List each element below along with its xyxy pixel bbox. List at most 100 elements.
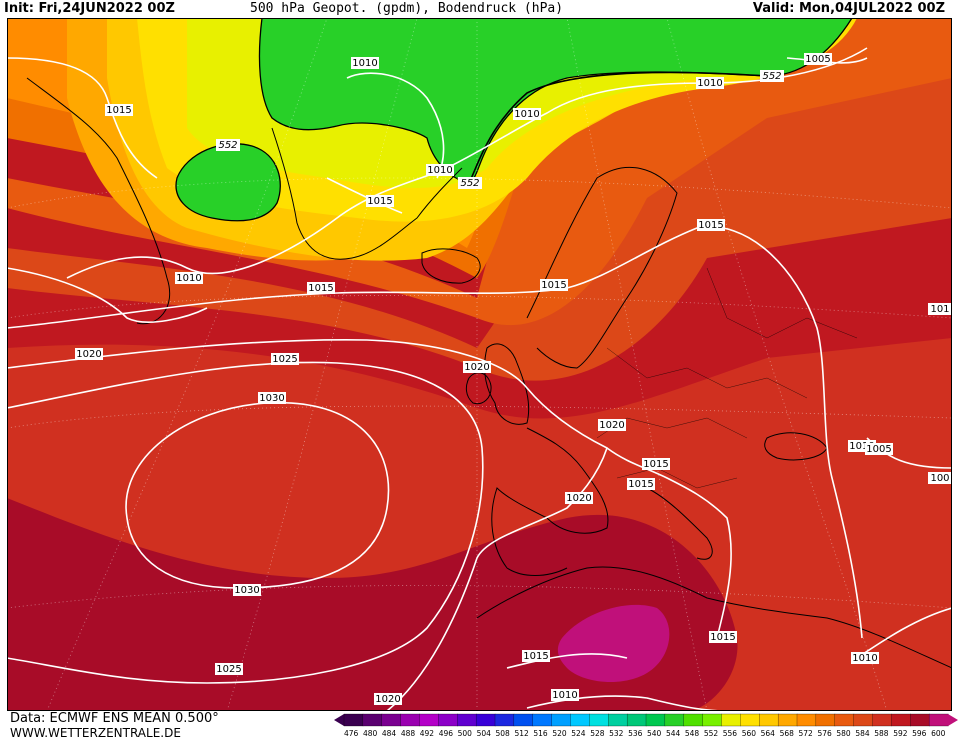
colorbar-swatch	[494, 713, 515, 727]
svg-text:1020: 1020	[464, 362, 489, 373]
colorbar-swatch	[910, 713, 930, 727]
map-frame	[7, 18, 952, 711]
isobar-label: 1010	[513, 108, 541, 120]
colorbar-swatch	[362, 713, 383, 727]
svg-text:1010: 1010	[697, 78, 722, 89]
isobar-1015-b	[7, 267, 208, 323]
isobar-label: 1015	[540, 279, 568, 291]
isobar-1030-high	[125, 401, 390, 589]
isobar-label: 1030	[258, 392, 286, 404]
isobar-1025	[7, 361, 484, 684]
colorbar-tick-label: 564	[760, 729, 775, 738]
svg-text:1010: 1010	[552, 690, 577, 701]
colorbar-swatch	[400, 713, 421, 727]
isobar-label: 1015	[709, 631, 737, 643]
isobar-label: 1015	[627, 478, 655, 490]
scandinavia-coast	[526, 166, 678, 369]
website-label: WWW.WETTERZENTRALE.DE	[10, 726, 181, 740]
colorbar-swatch	[702, 713, 723, 727]
colorbar-tick-label: 488	[400, 729, 416, 738]
africa-coast	[476, 566, 952, 669]
svg-text:1010: 1010	[514, 109, 539, 120]
svg-text:1005: 1005	[866, 444, 891, 455]
colorbar-swatch	[626, 713, 647, 727]
colorbar-tick-label: 512	[514, 729, 529, 738]
colorbar-swatch	[721, 713, 741, 727]
colorbar-swatch	[419, 713, 439, 727]
contour-label: 552	[458, 177, 482, 189]
svg-text:1005: 1005	[805, 54, 830, 65]
svg-text:1015: 1015	[710, 632, 735, 643]
isobar-label: 1010	[696, 77, 724, 89]
colorbar-tick-label: 572	[798, 729, 813, 738]
svg-text:1010: 1010	[427, 165, 452, 176]
isobar-label: 1010	[175, 272, 203, 284]
isobar-label: 1015	[642, 458, 670, 470]
isobar-1015-gl	[326, 177, 403, 214]
isobar-label: 1020	[374, 693, 402, 705]
graticule	[7, 18, 952, 711]
colorbar-tick-label: 496	[438, 729, 454, 738]
svg-text:1015: 1015	[106, 105, 131, 116]
svg-text:1030: 1030	[234, 585, 259, 596]
svg-text:100: 100	[930, 473, 949, 484]
colorbar-arrow-right	[948, 714, 958, 726]
isobar-label: 1010	[351, 57, 379, 69]
colorbar-swatch	[815, 713, 836, 727]
colorbar-tick-label: 576	[817, 729, 832, 738]
colorbar-swatch	[381, 713, 402, 727]
isobar-1015-sahara	[506, 653, 628, 669]
colorbar-swatch	[928, 713, 949, 727]
colorbar-tick-label: 592	[893, 729, 908, 738]
isobar-label: 1015	[366, 195, 394, 207]
colorbar-swatch	[740, 713, 760, 727]
isobar-1015-nw	[7, 57, 158, 179]
isobar-label: 1015	[697, 219, 725, 231]
colorbar-labels: 476 480 484 488 492 496 500 504 508 512 516 520 524 5…	[344, 729, 950, 740]
isobar-label: 1015	[522, 650, 550, 662]
colorbar-swatch	[777, 713, 798, 727]
isobar-1020	[7, 339, 608, 711]
isobar-label: 1015	[307, 282, 335, 294]
colorbar-tick-label: 520	[552, 729, 567, 738]
colorbar-tick-label: 580	[836, 729, 851, 738]
colorbar-tick-label: 552	[703, 729, 719, 738]
colorbar-swatch	[853, 713, 874, 727]
ireland-coast	[465, 372, 492, 405]
svg-text:1015: 1015	[523, 651, 548, 662]
colorbar-swatch	[438, 713, 458, 727]
weather-map: 1015 1010 1010 1005 1010 1010 1015 1010 …	[7, 18, 952, 711]
colorbar-tick-label: 548	[684, 729, 700, 738]
isobar-label: 1015	[105, 104, 133, 116]
svg-text:1010: 1010	[176, 273, 201, 284]
svg-text:101: 101	[930, 304, 949, 315]
colorbar-tick-label: 476	[344, 729, 359, 738]
colorbar-tick-label: 508	[495, 729, 510, 738]
colorbar-swatch	[551, 713, 572, 727]
colorbar-swatch	[645, 713, 666, 727]
colorbar-swatch	[891, 713, 911, 727]
colorbar-swatch	[872, 713, 892, 727]
isobar-label: 101	[928, 303, 952, 315]
svg-text:1010: 1010	[352, 58, 377, 69]
contour-label: 552	[216, 139, 240, 151]
init-time: Init: Fri,24JUN2022 00Z	[4, 1, 175, 16]
uk-coast	[484, 343, 530, 425]
field-band-600	[557, 604, 670, 683]
colorbar-swatch	[513, 713, 534, 727]
svg-text:1020: 1020	[599, 420, 624, 431]
isobar-label: 100	[928, 472, 952, 484]
colorbar-swatch	[683, 713, 704, 727]
colorbar-swatch	[796, 713, 817, 727]
colorbar-tick-label: 480	[362, 729, 378, 738]
isobar-1010-n	[346, 72, 445, 179]
map-title: 500 hPa Geopot. (gpdm), Bodendruck (hPa)	[250, 1, 564, 16]
colorbar-tick-label: 600	[931, 729, 946, 738]
colorbar-tick-label: 532	[609, 729, 624, 738]
isobar-1015	[7, 225, 863, 639]
colorbar-tick-label: 536	[628, 729, 643, 738]
svg-text:1010: 1010	[849, 441, 874, 452]
svg-text:552: 552	[218, 140, 237, 151]
colorbar-swatch	[589, 713, 609, 727]
contour-label-group: 552 552 552	[216, 70, 784, 189]
